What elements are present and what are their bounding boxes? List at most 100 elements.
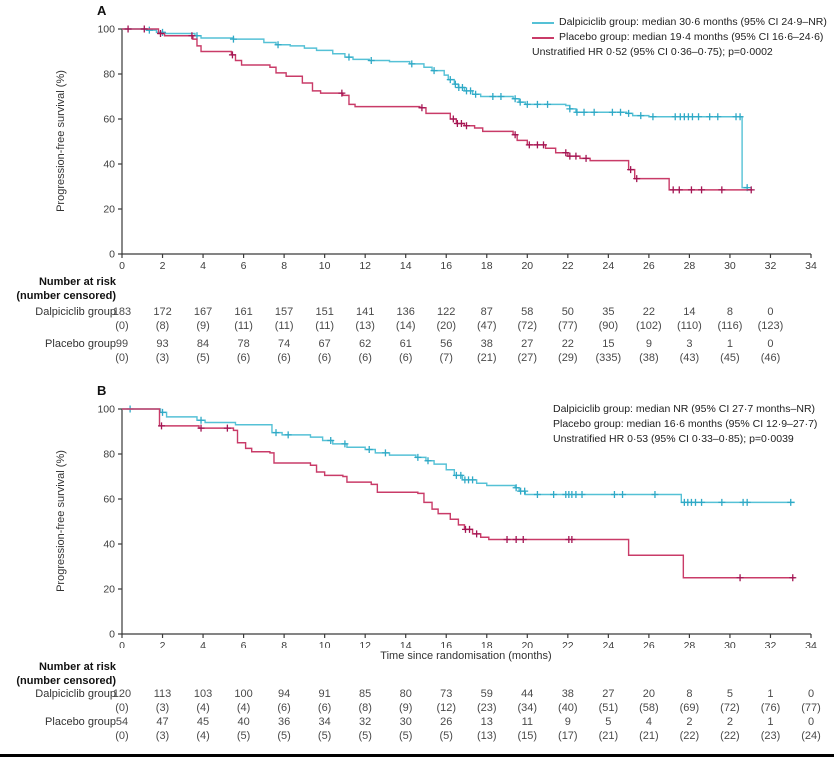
- at-risk-count: 167: [193, 306, 213, 318]
- x-tick-label: 16: [440, 260, 452, 272]
- y-tick-label: 60: [103, 114, 115, 126]
- at-risk-count: 87: [480, 306, 493, 318]
- panel-a-risk-header-2: (number censored): [16, 290, 116, 302]
- censored-count: (6): [277, 352, 291, 364]
- censored-count: (0): [115, 730, 129, 742]
- y-tick-label: 80: [103, 69, 115, 81]
- at-risk-count: 1: [767, 688, 774, 700]
- x-tick-label: 12: [359, 640, 371, 648]
- censored-count: (20): [436, 320, 457, 332]
- at-risk-count: 78: [237, 338, 250, 350]
- censored-count: (27): [517, 352, 538, 364]
- at-risk-count: 122: [437, 306, 456, 318]
- y-tick-label: 40: [103, 539, 115, 551]
- censored-count: (72): [720, 702, 740, 714]
- censored-count: (21): [598, 730, 619, 742]
- at-risk-count: 47: [156, 716, 169, 728]
- censored-count: (5): [398, 730, 413, 742]
- panel-a-plot: 0 2 4 6 8 10 12 14 16 18 20 22 24 26 28 30 32 34020406080…: [97, 24, 817, 273]
- censored-count: (46): [760, 352, 781, 364]
- at-risk-count: 20: [642, 688, 655, 700]
- y-tick-label: 40: [103, 159, 115, 171]
- censored-count: (77): [801, 702, 821, 714]
- at-risk-count: 50: [561, 306, 574, 318]
- at-risk-count: 80: [399, 688, 412, 700]
- at-risk-count: 9: [564, 716, 571, 728]
- censored-count: (3): [155, 352, 170, 364]
- at-risk-count: 91: [318, 688, 331, 700]
- at-risk-count: 27: [521, 338, 534, 350]
- censored-count: (76): [760, 702, 781, 714]
- at-risk-count: 61: [399, 338, 412, 350]
- censored-count: (77): [558, 320, 578, 332]
- x-tick-label: 32: [765, 260, 777, 272]
- y-tick-label: 0: [109, 629, 115, 641]
- at-risk-count: 5: [726, 688, 733, 700]
- placebo-censor-marks: [124, 25, 755, 194]
- legend-item-placebo: Placebo group: median 19·4 months (95% C…: [532, 30, 827, 45]
- censored-count: (9): [398, 702, 413, 714]
- at-risk-count: 58: [521, 306, 534, 318]
- x-tick-label: 0: [119, 640, 125, 648]
- censored-count: (11): [315, 320, 335, 332]
- censored-count: (123): [757, 320, 784, 332]
- censored-count: (0): [115, 352, 129, 364]
- panel-a-y-axis-title: Progression-free survival (%): [55, 70, 67, 212]
- at-risk-count: 34: [318, 716, 331, 728]
- at-risk-count: 44: [521, 688, 534, 700]
- legend-text: Placebo group: median 16·6 months (95% C…: [553, 418, 818, 430]
- censored-count: (6): [398, 352, 413, 364]
- dalpiciclib-survival-curve: [122, 28, 749, 189]
- censored-count: (0): [115, 320, 129, 332]
- at-risk-count: 93: [156, 338, 169, 350]
- at-risk-count: 35: [602, 306, 615, 318]
- at-risk-count: 62: [359, 338, 372, 350]
- censored-count: (72): [517, 320, 538, 332]
- at-risk-count: 1: [726, 338, 733, 350]
- at-risk-count: 36: [277, 716, 291, 728]
- at-risk-count: 11: [521, 716, 533, 728]
- at-risk-count: 30: [399, 716, 412, 728]
- at-risk-count: 136: [396, 306, 415, 318]
- censored-count: (40): [558, 702, 578, 714]
- censored-count: (0): [115, 702, 129, 714]
- censored-count: (23): [476, 702, 497, 714]
- panel-a-label: A: [97, 3, 107, 18]
- x-tick-label: 26: [643, 260, 655, 272]
- censored-count: (6): [358, 352, 372, 364]
- censored-count: (5): [358, 730, 372, 742]
- at-risk-count: 85: [359, 688, 372, 700]
- panel-b-label: B: [97, 383, 107, 398]
- censored-count: (335): [595, 352, 622, 364]
- at-risk-count: 67: [318, 338, 331, 350]
- panel-b-y-axis-title: Progression-free survival (%): [55, 450, 67, 592]
- legend-item-hr: Unstratified HR 0·52 (95% CI 0·36–0·75);…: [532, 45, 827, 60]
- y-tick-label: 60: [103, 494, 115, 506]
- x-tick-label: 24: [603, 260, 615, 272]
- risk-row-label: Dalpiciclib group: [35, 306, 116, 318]
- at-risk-count: 0: [807, 688, 815, 700]
- at-risk-count: 73: [440, 688, 453, 700]
- at-risk-count: 56: [440, 338, 453, 350]
- censored-count: (45): [720, 352, 740, 364]
- at-risk-count: 22: [561, 338, 574, 350]
- censored-count: (24): [801, 730, 821, 742]
- legend-item-placebo: Placebo group: median 16·6 months (95% C…: [553, 417, 817, 432]
- x-tick-label: 16: [440, 640, 452, 648]
- at-risk-count: 38: [561, 688, 574, 700]
- at-risk-count: 14: [683, 306, 696, 318]
- censored-count: (23): [760, 730, 781, 742]
- at-risk-count: 103: [193, 688, 213, 700]
- x-tick-label: 26: [643, 640, 655, 648]
- at-risk-count: 3: [686, 338, 693, 350]
- dalpiciclib-censor-marks: [145, 26, 751, 192]
- x-tick-label: 10: [319, 260, 331, 272]
- legend-item-hr: Unstratified HR 0·53 (95% CI 0·33–0·85);…: [553, 432, 817, 447]
- censored-count: (34): [517, 702, 538, 714]
- censored-count: (8): [358, 702, 372, 714]
- y-tick-label: 20: [103, 204, 115, 216]
- y-tick-label: 100: [97, 404, 115, 416]
- at-risk-count: 27: [602, 688, 615, 700]
- figure-bottom-rule: [0, 754, 834, 757]
